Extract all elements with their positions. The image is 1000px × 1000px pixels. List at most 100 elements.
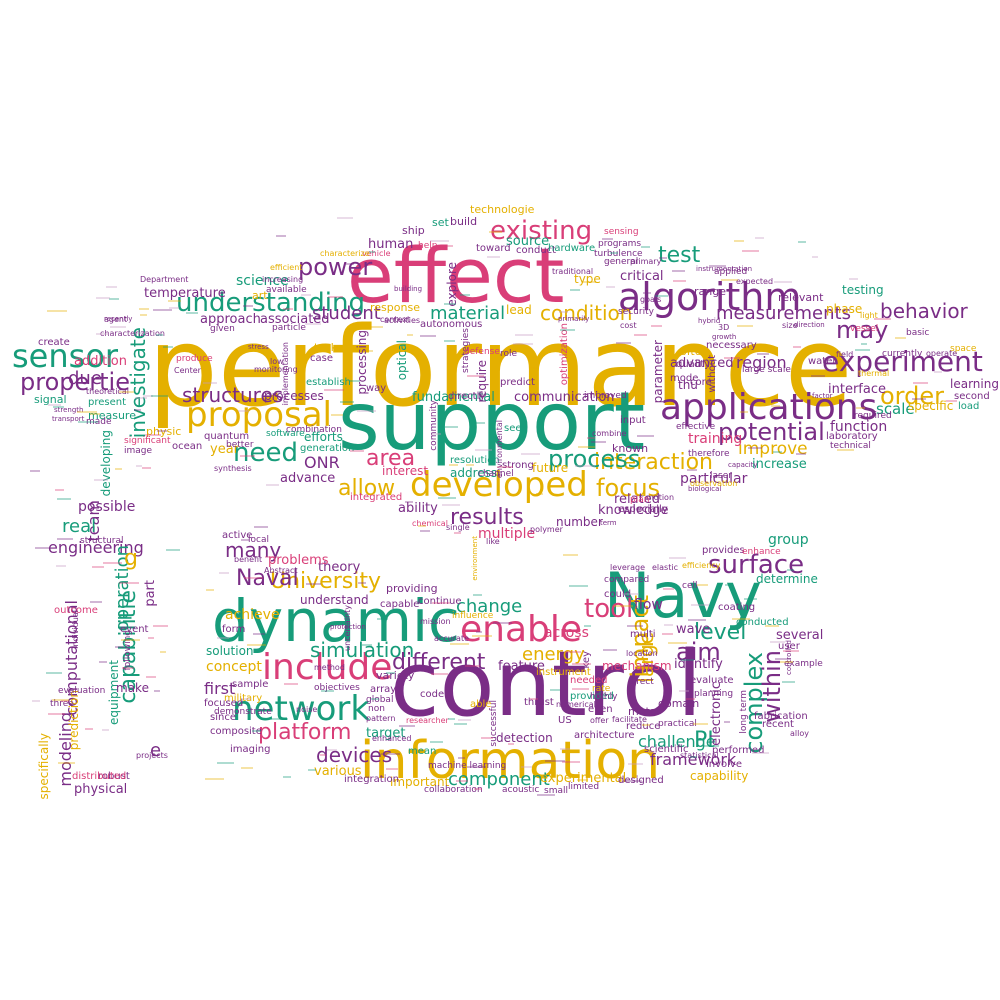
word-limited: limited <box>568 783 599 792</box>
filler-mark <box>53 406 64 408</box>
filler-mark <box>668 642 687 644</box>
word-temperature: temperature <box>144 287 226 300</box>
word-providing: providing <box>386 583 438 594</box>
word-direction: direction <box>794 322 825 329</box>
word-monitoring: monitoring <box>254 366 298 374</box>
filler-mark <box>166 549 180 551</box>
word-establish: establish <box>306 378 351 388</box>
filler-mark <box>301 294 311 296</box>
filler-mark <box>203 382 217 384</box>
word-mode: mode <box>670 374 698 384</box>
word-noise: noise <box>296 706 317 714</box>
filler-mark <box>465 665 480 667</box>
word-acoustic: acoustic <box>502 786 539 795</box>
word-significant: significant <box>124 437 170 446</box>
filler-mark <box>57 498 71 500</box>
filler-mark <box>771 405 780 407</box>
filler-mark <box>812 256 818 258</box>
filler-mark <box>266 484 279 486</box>
filler-mark <box>798 241 806 243</box>
filler-mark <box>135 397 147 399</box>
filler-mark <box>565 651 581 653</box>
filler-mark <box>151 395 168 397</box>
filler-mark <box>284 683 298 685</box>
word-help: help <box>418 242 437 251</box>
word-capacity: capacity <box>728 462 758 469</box>
filler-mark <box>444 303 456 305</box>
filler-mark <box>321 690 334 692</box>
word-activities: activities <box>384 317 420 325</box>
word-synthesis: synthesis <box>214 465 252 473</box>
filler-mark <box>697 584 708 586</box>
word-role: role <box>500 350 517 359</box>
word-agent: agent <box>104 316 127 324</box>
word-field: field <box>836 351 853 359</box>
word-case: case <box>310 354 333 364</box>
word-traditional: traditional <box>552 268 593 276</box>
word-part: part <box>144 580 157 607</box>
filler-mark <box>430 741 443 743</box>
word-fabrication: fabrication <box>754 712 808 722</box>
word-learning: learning <box>950 378 999 390</box>
filler-mark <box>691 604 709 606</box>
filler-mark <box>536 493 543 495</box>
filler-mark <box>752 752 769 754</box>
filler-mark <box>308 769 316 771</box>
word-known: known <box>612 443 648 454</box>
filler-mark <box>432 433 441 435</box>
word-integrated: integrated <box>350 493 402 503</box>
filler-mark <box>449 464 458 466</box>
filler-mark <box>614 605 633 607</box>
word-compared: compared <box>604 576 649 585</box>
word-us: US <box>558 716 572 726</box>
filler-mark <box>855 349 870 351</box>
word-developing: developing <box>100 430 112 496</box>
filler-mark <box>240 455 255 457</box>
word-make: make <box>116 682 149 694</box>
word-solution: solution <box>206 645 254 657</box>
filler-mark <box>946 400 957 402</box>
filler-mark <box>460 294 470 296</box>
filler-mark <box>537 794 555 796</box>
filler-mark <box>217 762 234 764</box>
word-image: image <box>124 447 152 456</box>
word-power: power <box>298 255 372 279</box>
filler-mark <box>109 298 119 300</box>
filler-mark <box>381 753 400 755</box>
filler-mark <box>742 250 759 252</box>
word-generation: generation <box>300 444 354 454</box>
filler-mark <box>271 718 288 720</box>
word-building: building <box>394 286 422 293</box>
filler-mark <box>529 367 538 369</box>
filler-mark <box>663 588 674 590</box>
word-group: group <box>768 533 809 547</box>
filler-mark <box>634 334 647 336</box>
filler-mark <box>587 437 595 439</box>
word-structural: structural <box>80 537 124 546</box>
filler-mark <box>672 270 685 272</box>
filler-mark <box>420 530 430 532</box>
filler-mark <box>856 407 865 409</box>
word-relevant: relevant <box>778 292 823 303</box>
filler-mark <box>439 426 458 428</box>
filler-mark <box>156 334 163 336</box>
word-efficient: efficient <box>270 264 302 272</box>
filler-mark <box>219 572 229 574</box>
word-toward: toward <box>476 244 511 254</box>
filler-mark <box>122 667 134 669</box>
word-alloy: alloy <box>790 730 809 738</box>
word-ability: ability <box>398 502 438 515</box>
filler-mark <box>757 353 769 355</box>
filler-mark <box>578 446 595 448</box>
word-successful: successful <box>490 700 499 747</box>
filler-mark <box>350 380 360 382</box>
filler-mark <box>570 289 580 291</box>
word-low: low <box>270 358 284 366</box>
word-quality: quality <box>676 360 710 370</box>
filler-mark <box>283 776 291 778</box>
filler-mark <box>46 672 62 674</box>
word-determine: determine <box>756 573 818 585</box>
word-directly: directly <box>448 392 485 402</box>
filler-mark <box>252 730 261 732</box>
word-way: way <box>366 384 386 394</box>
